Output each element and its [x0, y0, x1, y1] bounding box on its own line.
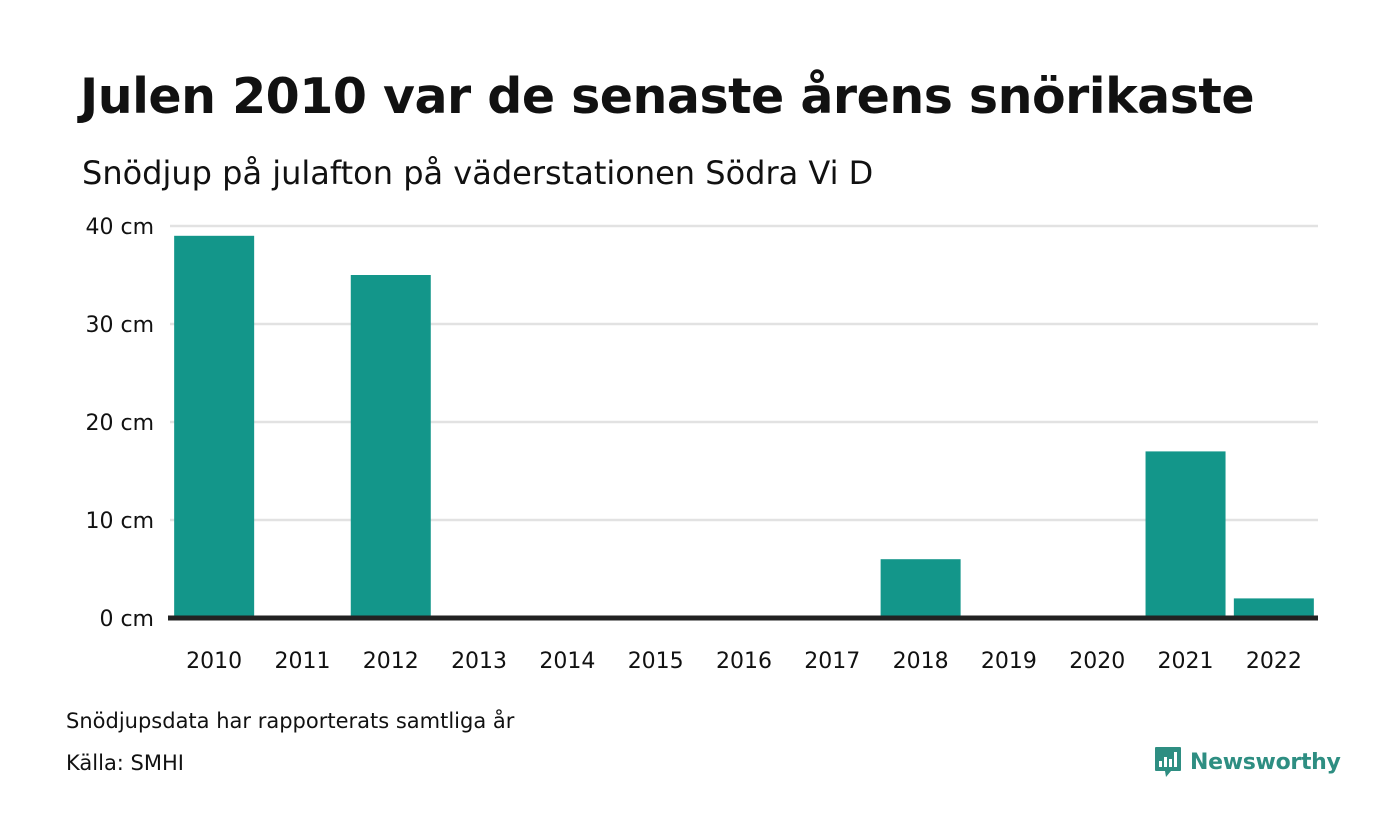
chart-subtitle: Snödjup på julafton på väderstationen Sö… — [82, 154, 874, 192]
y-axis-ticks: 0 cm 10 cm 20 cm 30 cm 40 cm — [85, 215, 154, 632]
x-tick-label: 2019 — [981, 649, 1037, 674]
x-tick-label: 2011 — [274, 649, 330, 674]
brand-logo: Newsworthy — [1154, 746, 1341, 778]
source-label: Källa: SMHI — [66, 751, 184, 775]
y-tick-label: 20 cm — [85, 411, 154, 436]
x-tick-label: 2018 — [893, 649, 949, 674]
bars — [174, 235, 1314, 619]
bar-2010 — [174, 235, 255, 619]
x-tick-label: 2017 — [804, 649, 860, 674]
bar-2012 — [350, 275, 431, 618]
chart-title: Julen 2010 var de senaste årens snörikas… — [80, 68, 1255, 125]
newsworthy-logo-icon — [1155, 747, 1181, 777]
x-tick-label: 2012 — [363, 649, 419, 674]
x-tick-label: 2021 — [1158, 649, 1214, 674]
y-tick-label: 10 cm — [85, 509, 154, 534]
y-tick-label: 40 cm — [85, 215, 154, 240]
x-tick-label: 2022 — [1246, 649, 1302, 674]
x-tick-label: 2014 — [539, 649, 595, 674]
x-axis-ticks: 2010 2011 2012 2013 2014 2015 2016 2017 2018 2019… — [186, 649, 1302, 674]
bar-2021 — [1145, 451, 1226, 618]
bar-2018 — [880, 559, 961, 618]
y-tick-label: 30 cm — [85, 313, 154, 338]
footnote: Snödjupsdata har rapporterats samtliga å… — [66, 709, 515, 733]
brand-name: Newsworthy — [1190, 749, 1341, 775]
bar-2022 — [1233, 598, 1314, 618]
x-tick-label: 2020 — [1069, 649, 1125, 674]
x-tick-label: 2010 — [186, 649, 242, 674]
x-tick-label: 2013 — [451, 649, 507, 674]
y-tick-label: 0 cm — [99, 607, 154, 632]
x-tick-label: 2016 — [716, 649, 772, 674]
x-tick-label: 2015 — [628, 649, 684, 674]
